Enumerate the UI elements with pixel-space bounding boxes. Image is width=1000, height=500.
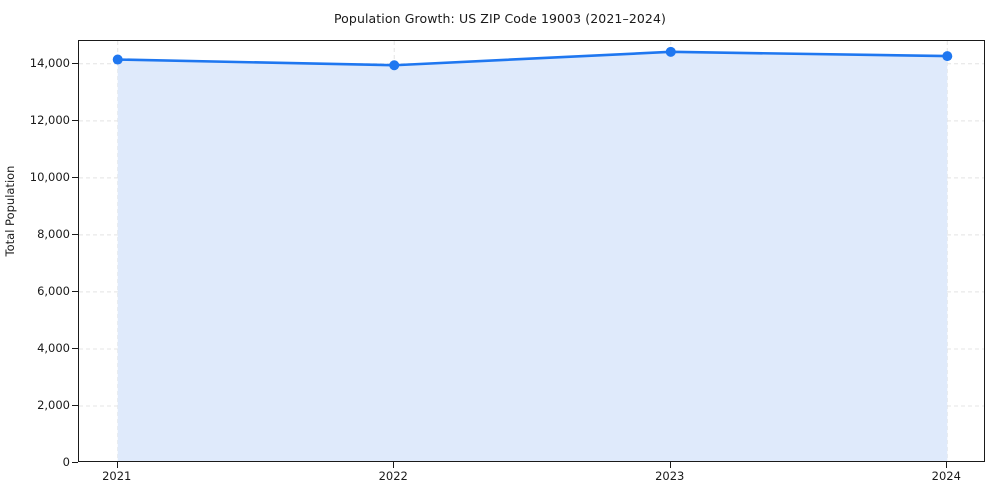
y-tick-label: 8,000	[37, 226, 70, 241]
x-tick-mark	[669, 462, 671, 468]
y-tick-label: 14,000	[29, 55, 70, 70]
data-point-marker	[389, 60, 400, 71]
y-tick-label: 0	[62, 455, 70, 469]
plot-canvas	[79, 41, 984, 461]
x-tick-label: 2024	[931, 469, 961, 483]
data-point-marker	[112, 54, 123, 65]
y-tick-mark	[72, 462, 78, 464]
x-tick-mark	[393, 462, 395, 468]
y-tick-mark	[72, 233, 78, 236]
data-point-markers	[112, 46, 953, 71]
x-tick-mark	[946, 462, 948, 468]
y-axis-ticks: 0 2,000 4,000 6,000 8,000 10,000 12,000 14,000	[0, 0, 78, 500]
y-tick-label: 12,000	[29, 112, 70, 127]
data-point-marker	[942, 51, 953, 62]
y-tick-label: 2,000	[37, 397, 70, 412]
y-tick-mark	[72, 347, 78, 350]
area-fill	[117, 51, 948, 461]
y-tick-label: 10,000	[29, 169, 70, 184]
data-point-marker	[665, 46, 676, 57]
page-title: Population Growth: US ZIP Code 19003 (20…	[333, 11, 667, 26]
y-tick-mark	[72, 290, 78, 293]
y-tick-mark	[72, 119, 78, 122]
x-tick-label: 2022	[378, 469, 408, 483]
population-line	[116, 50, 949, 67]
x-tick-mark	[116, 462, 118, 468]
x-tick-label: 2021	[102, 469, 132, 483]
plot-area	[78, 40, 985, 462]
x-tick-label: 2023	[655, 469, 685, 483]
y-tick-mark	[72, 62, 78, 64]
y-tick-mark	[72, 404, 78, 407]
y-tick-label: 4,000	[37, 340, 70, 355]
y-tick-label: 6,000	[37, 283, 70, 298]
y-tick-mark	[72, 176, 78, 179]
